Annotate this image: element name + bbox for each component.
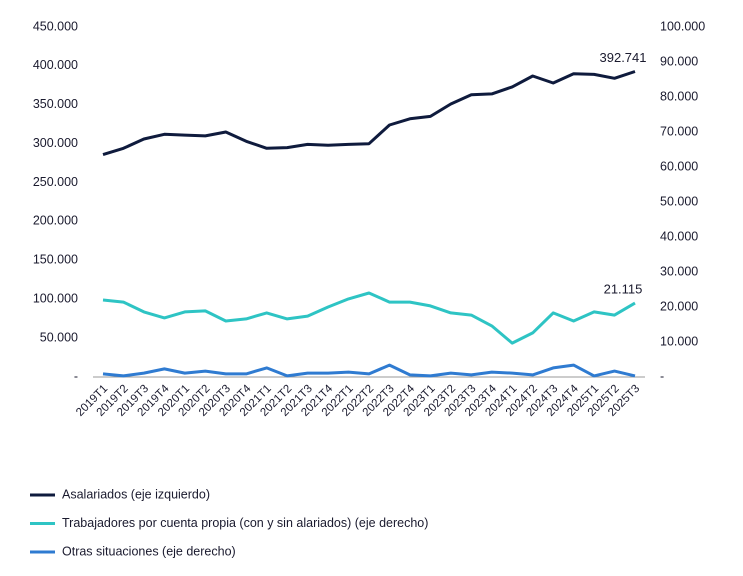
y-tick-label: 100.000 — [33, 292, 78, 306]
series-line — [102, 70, 636, 157]
y2-tick-label: 30.000 — [660, 264, 698, 278]
legend-label: Trabajadores por cuenta propia (con y si… — [62, 516, 428, 530]
legend-label: Asalariados (eje izquierdo) — [62, 487, 210, 501]
value-label: 21.115 — [604, 282, 643, 297]
y-tick-label: 150.000 — [33, 253, 78, 267]
y2-tick-label: 90.000 — [660, 54, 698, 68]
y-tick-label: 200.000 — [33, 214, 78, 228]
y-tick-label: 50.000 — [40, 330, 78, 344]
y2-tick-label: 100.000 — [660, 19, 705, 33]
y2-tick-label: 40.000 — [660, 229, 698, 243]
y-tick-label: 250.000 — [33, 175, 78, 189]
y2-tick-label: 70.000 — [660, 124, 698, 138]
y2-tick-label: 80.000 — [660, 89, 698, 103]
y2-tick-label: - — [660, 369, 664, 383]
y-tick-label: - — [74, 369, 78, 383]
series-line — [102, 363, 636, 378]
y2-tick-label: 50.000 — [660, 194, 698, 208]
series-line — [102, 291, 636, 345]
y2-tick-label: 20.000 — [660, 299, 698, 313]
legend-label: Otras situaciones (eje derecho) — [62, 544, 236, 558]
y-tick-label: 350.000 — [33, 97, 78, 111]
y-tick-label: 300.000 — [33, 136, 78, 150]
value-label: 392.741 — [600, 50, 647, 65]
y-tick-label: 450.000 — [33, 19, 78, 33]
y2-tick-label: 60.000 — [660, 159, 698, 173]
y2-tick-label: 10.000 — [660, 334, 698, 348]
y-tick-label: 400.000 — [33, 58, 78, 72]
